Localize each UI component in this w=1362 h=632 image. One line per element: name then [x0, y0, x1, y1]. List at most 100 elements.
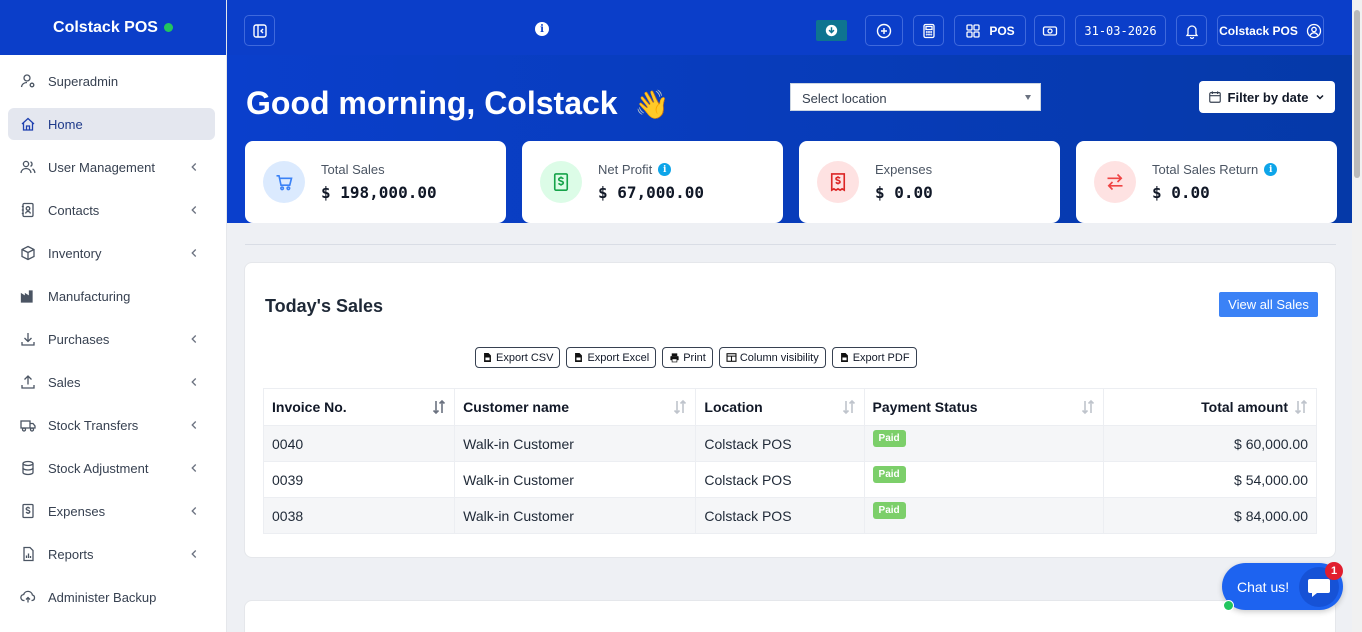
user-menu-button[interactable]: Colstack POS: [1217, 15, 1324, 46]
column-header-payment-status[interactable]: Payment Status: [863, 388, 1104, 426]
brand[interactable]: Colstack POS: [0, 0, 226, 55]
stat-label-text: Total Sales: [321, 162, 385, 177]
chat-online-indicator: [1223, 600, 1234, 611]
brand-name: Colstack POS: [53, 18, 158, 36]
location-select[interactable]: Select location: [790, 83, 1041, 111]
waving-hand-icon: 👋: [634, 89, 670, 120]
total-amount-cell: $ 60,000.00: [1102, 425, 1318, 462]
industry-icon: [20, 288, 36, 304]
toggle-sidebar-button[interactable]: [244, 15, 275, 46]
payment-status-cell: Paid: [863, 497, 1104, 534]
date-display[interactable]: 31-03-2026: [1075, 15, 1166, 46]
stat-card-total-sales: Total Sales $ 198,000.00: [245, 141, 506, 223]
sidebar-item-stock-adjustment[interactable]: Stock Adjustment: [8, 452, 215, 484]
add-button[interactable]: [865, 15, 903, 46]
location-cell: Colstack POS: [695, 461, 865, 498]
export-button-label: Column visibility: [739, 351, 819, 364]
sidebar-item-home[interactable]: Home: [8, 108, 215, 140]
user-gear-icon: [20, 73, 36, 89]
filter-by-date-button[interactable]: Filter by date: [1199, 81, 1335, 113]
download-circle-icon: [825, 24, 838, 37]
sort-icon: [1294, 399, 1308, 415]
scrollbar-thumb[interactable]: [1354, 10, 1360, 178]
sidebar-item-manufacturing[interactable]: Manufacturing: [8, 280, 215, 312]
filter-by-date-label: Filter by date: [1227, 89, 1309, 105]
sidebar-item-reports[interactable]: Reports: [8, 538, 215, 570]
sidebar-item-contacts[interactable]: Contacts: [8, 194, 215, 226]
pos-button[interactable]: POS: [954, 15, 1026, 46]
box-icon: [20, 245, 36, 261]
sidebar-item-label: Superadmin: [48, 73, 119, 89]
cash-register-button[interactable]: [1034, 15, 1065, 46]
page-scrollbar[interactable]: [1352, 0, 1362, 632]
sidebar-item-superadmin[interactable]: Superadmin: [8, 65, 215, 97]
cart-icon: [263, 161, 305, 203]
greeting-heading: Good morning, Colstack 👋: [246, 85, 669, 122]
payment-status-cell: Paid: [863, 425, 1104, 462]
chevron-left-icon: [191, 163, 197, 171]
bell-icon: [1185, 24, 1198, 39]
column-header-invoice-no[interactable]: Invoice No.: [262, 388, 456, 426]
download-app-button[interactable]: [816, 20, 847, 41]
chevron-left-icon: [191, 378, 197, 386]
cloud-sync-icon: [20, 589, 36, 605]
info-icon[interactable]: i: [658, 163, 672, 176]
stat-card-net-profit: Net Profit i $ 67,000.00: [522, 141, 783, 223]
export-button-print[interactable]: Print: [662, 347, 713, 368]
stat-value: $ 0.00: [875, 183, 933, 202]
sidebar-item-administer-backup[interactable]: Administer Backup: [8, 581, 215, 613]
chevron-left-icon: [191, 550, 197, 558]
notifications-button[interactable]: [1176, 15, 1207, 46]
sidebar-item-label: Purchases: [48, 331, 110, 347]
column-header-label: Invoice No.: [272, 399, 347, 415]
column-header-total-amount[interactable]: Total amount: [1102, 388, 1318, 426]
info-icon[interactable]: i: [1264, 163, 1278, 176]
sidebar-item-sales[interactable]: Sales: [8, 366, 215, 398]
calendar-icon: [1208, 91, 1221, 103]
sidebar-item-label: Stock Adjustment: [48, 460, 149, 476]
chat-unread-badge: 1: [1325, 562, 1343, 580]
sidebar-item-expenses[interactable]: Expenses: [8, 495, 215, 527]
export-button-label: Export Excel: [587, 351, 650, 364]
plus-circle-icon: [876, 23, 892, 38]
location-cell: Colstack POS: [695, 425, 865, 462]
view-all-sales-button[interactable]: View all Sales: [1219, 292, 1318, 317]
table-row[interactable]: 0040 Walk-in Customer Colstack POS Paid $ 60…: [262, 425, 1318, 462]
todays-sales-title: Today's Sales: [265, 296, 384, 316]
sidebar-item-user-management[interactable]: User Management: [8, 151, 215, 183]
column-header-customer-name[interactable]: Customer name: [454, 388, 697, 426]
export-button-export-excel[interactable]: Export Excel: [566, 347, 657, 368]
export-toolbar: Export CSV Export Excel Print Column visibi…: [475, 347, 917, 368]
printer-icon: [670, 353, 679, 363]
calculator-button[interactable]: [913, 15, 944, 46]
chart-file-icon: [20, 546, 36, 562]
export-button-export-pdf[interactable]: Export PDF: [831, 347, 917, 368]
table-row[interactable]: 0039 Walk-in Customer Colstack POS Paid $ 54…: [262, 461, 1318, 498]
info-icon[interactable]: i: [535, 22, 549, 36]
sidebar-item-inventory[interactable]: Inventory: [8, 237, 215, 269]
customer-cell: Walk-in Customer: [454, 425, 697, 462]
section-divider: [245, 244, 1336, 245]
invoice-cell: 0039: [262, 461, 456, 498]
chevron-down-icon: [1316, 94, 1324, 100]
status-badge: Paid: [872, 466, 906, 483]
greeting-text: Good morning, Colstack: [246, 85, 618, 121]
table-header-row: Invoice No. Customer name Location Payment …: [262, 388, 1318, 426]
receipt-icon: [817, 161, 859, 203]
todays-sales-card: Today's Sales View all Sales Export CSV E…: [244, 262, 1336, 558]
home-icon: [20, 116, 36, 132]
export-button-column-visibility[interactable]: Column visibility: [718, 347, 826, 368]
export-button-export-csv[interactable]: Export CSV: [475, 347, 561, 368]
stat-label: Expenses: [875, 162, 932, 177]
sidebar-item-stock-transfers[interactable]: Stock Transfers: [8, 409, 215, 441]
address-book-icon: [20, 202, 36, 218]
money-icon: [1042, 25, 1057, 36]
table-row[interactable]: 0038 Walk-in Customer Colstack POS Paid $ 84…: [262, 497, 1318, 534]
sort-desc-icon: [433, 399, 446, 415]
invoice-cell: 0038: [262, 497, 456, 534]
download-arrow-icon: [20, 331, 36, 347]
sidebar-item-label: User Management: [48, 159, 155, 175]
sort-icon: [1081, 399, 1094, 415]
sidebar-item-purchases[interactable]: Purchases: [8, 323, 215, 355]
column-header-location[interactable]: Location: [695, 388, 865, 426]
